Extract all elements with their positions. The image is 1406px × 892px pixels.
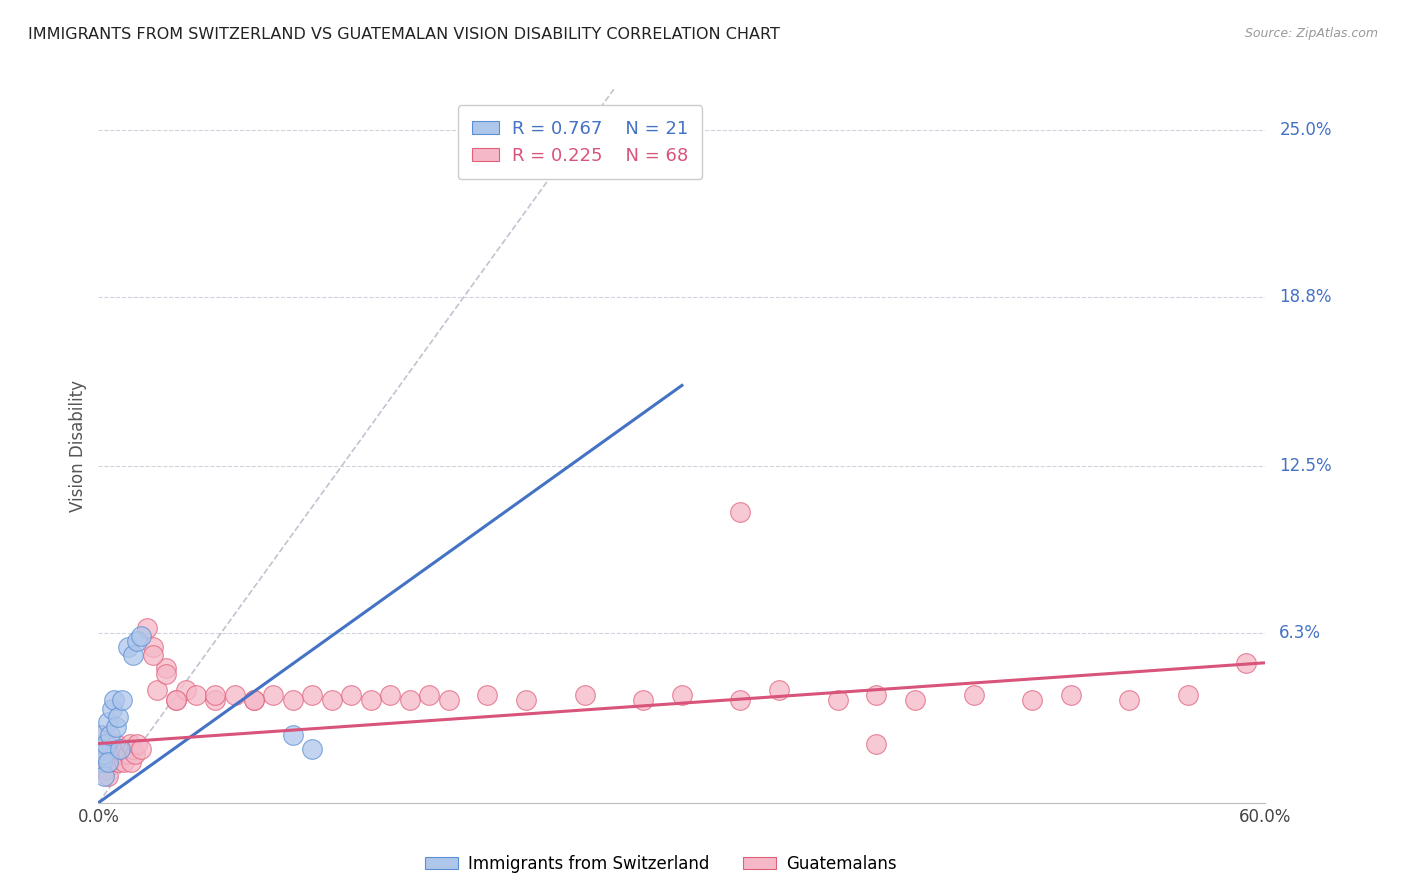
Point (104, 737, 127, 751)
Point (118, 737, 141, 751)
Point (101, 701, 124, 715)
Point (184, 688, 207, 702)
Point (281, 729, 304, 743)
Point (107, 709, 129, 723)
Point (301, 742, 323, 756)
Point (129, 629, 152, 643)
Point (114, 742, 136, 756)
Point (155, 661, 177, 675)
Point (281, 693, 304, 707)
Point (398, 693, 420, 707)
Point (127, 737, 149, 751)
Point (631, 693, 654, 707)
Point (104, 720, 127, 734)
Point (117, 747, 139, 762)
Point (122, 648, 145, 662)
Point (204, 693, 226, 707)
Point (103, 693, 125, 707)
Point (93, 769, 115, 783)
Point (108, 742, 131, 756)
Text: 18.8%: 18.8% (1279, 287, 1331, 306)
Point (1177, 688, 1199, 702)
Point (142, 648, 165, 662)
Point (136, 621, 159, 635)
Text: 12.5%: 12.5% (1279, 458, 1331, 475)
Point (89, 742, 111, 756)
Point (91, 729, 114, 743)
Point (515, 693, 537, 707)
Point (101, 742, 124, 756)
Point (865, 737, 887, 751)
Point (98, 729, 121, 743)
Point (155, 666, 177, 681)
Point (129, 742, 152, 756)
Point (93, 737, 115, 751)
Point (730, 693, 752, 707)
Point (96, 737, 118, 751)
Text: 25.0%: 25.0% (1279, 120, 1331, 138)
Text: Source: ZipAtlas.com: Source: ZipAtlas.com (1244, 27, 1378, 40)
Text: 6.3%: 6.3% (1279, 624, 1322, 642)
Point (962, 688, 984, 702)
Point (865, 688, 887, 702)
Point (165, 693, 187, 707)
Point (111, 747, 134, 762)
Point (103, 747, 125, 762)
Point (97, 756, 120, 770)
Point (89, 729, 111, 743)
Point (96, 764, 118, 778)
Point (165, 693, 187, 707)
Point (340, 688, 363, 702)
Point (1021, 693, 1043, 707)
Point (224, 688, 246, 702)
Point (121, 756, 143, 770)
Point (477, 688, 499, 702)
Point (127, 634, 149, 648)
Point (122, 742, 145, 756)
Point (360, 693, 382, 707)
Point (262, 688, 284, 702)
Point (904, 693, 927, 707)
Point (378, 688, 402, 702)
Point (1118, 693, 1140, 707)
Point (98, 756, 121, 770)
Point (574, 688, 596, 702)
Point (91, 747, 114, 762)
Point (111, 693, 134, 707)
Point (768, 682, 790, 697)
Point (437, 693, 460, 707)
Point (671, 688, 693, 702)
Point (107, 756, 129, 770)
Legend: Immigrants from Switzerland, Guatemalans: Immigrants from Switzerland, Guatemalans (418, 848, 904, 880)
Point (91, 756, 114, 770)
Point (730, 505, 752, 519)
Point (97, 747, 120, 762)
Y-axis label: Vision Disability: Vision Disability (69, 380, 87, 512)
Point (96, 742, 118, 756)
Point (204, 688, 226, 702)
Point (117, 640, 139, 654)
Point (301, 688, 323, 702)
Point (124, 747, 146, 762)
Point (108, 742, 131, 756)
Point (827, 693, 849, 707)
Point (93, 747, 115, 762)
Point (174, 682, 197, 697)
Point (97, 714, 120, 729)
Point (142, 640, 165, 654)
Legend: R = 0.767    N = 21, R = 0.225    N = 68: R = 0.767 N = 21, R = 0.225 N = 68 (457, 105, 703, 179)
Text: IMMIGRANTS FROM SWITZERLAND VS GUATEMALAN VISION DISABILITY CORRELATION CHART: IMMIGRANTS FROM SWITZERLAND VS GUATEMALA… (28, 27, 780, 42)
Point (1234, 656, 1257, 670)
Point (321, 693, 343, 707)
Point (243, 693, 266, 707)
Point (146, 682, 169, 697)
Point (243, 693, 266, 707)
Point (112, 756, 135, 770)
Point (418, 688, 440, 702)
Point (97, 769, 120, 783)
Point (93, 756, 115, 770)
Point (1060, 688, 1083, 702)
Point (91, 742, 114, 756)
